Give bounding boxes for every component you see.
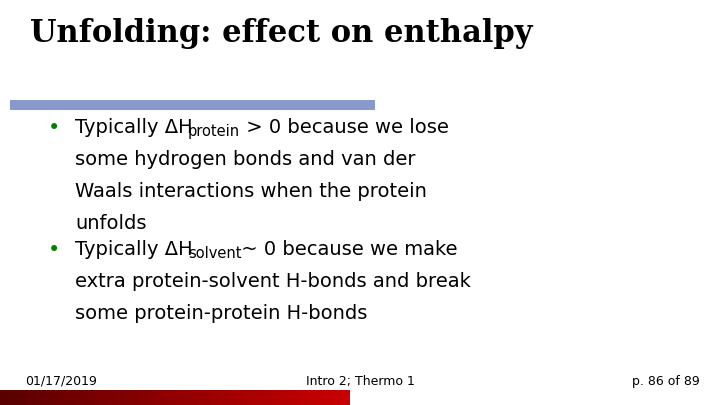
Bar [96,390,105,405]
Bar [280,390,289,405]
Bar [333,390,341,405]
Bar [245,390,253,405]
Bar [149,390,158,405]
Bar [17,390,26,405]
Bar [114,390,122,405]
Bar [289,390,297,405]
Bar [70,390,78,405]
Bar [324,390,333,405]
Bar [175,390,184,405]
Bar [53,390,61,405]
Bar [88,390,96,405]
Bar [306,390,315,405]
Bar [158,390,166,405]
Bar [44,390,53,405]
Bar [9,390,17,405]
Bar [341,390,350,405]
Text: > 0 because we lose: > 0 because we lose [240,118,449,137]
Bar [122,390,131,405]
Text: ~ 0 because we make: ~ 0 because we make [235,240,457,259]
Text: Waals interactions when the protein: Waals interactions when the protein [75,182,427,201]
Text: some hydrogen bonds and van der: some hydrogen bonds and van der [75,150,415,169]
Bar [0,390,9,405]
Bar [184,390,192,405]
Bar [78,390,88,405]
Text: extra protein-solvent H-bonds and break: extra protein-solvent H-bonds and break [75,272,471,291]
Bar [140,390,149,405]
Text: Unfolding: effect on enthalpy: Unfolding: effect on enthalpy [30,18,533,49]
Bar [315,390,324,405]
Bar [10,100,375,110]
Bar [61,390,70,405]
Bar [210,390,219,405]
Bar [271,390,280,405]
Bar [297,390,306,405]
Text: p. 86 of 89: p. 86 of 89 [632,375,700,388]
Text: •: • [48,118,60,138]
Bar [105,390,114,405]
Text: Intro 2; Thermo 1: Intro 2; Thermo 1 [305,375,415,388]
Bar [228,390,236,405]
Text: solvent: solvent [188,246,241,261]
Bar [166,390,175,405]
Text: Typically ΔH: Typically ΔH [75,118,193,137]
Text: •: • [48,240,60,260]
Bar [35,390,44,405]
Bar [263,390,271,405]
Text: unfolds: unfolds [75,214,146,233]
Text: some protein-protein H-bonds: some protein-protein H-bonds [75,304,367,323]
Bar [192,390,202,405]
Bar [202,390,210,405]
Bar [131,390,140,405]
Text: protein: protein [188,124,240,139]
Text: 01/17/2019: 01/17/2019 [25,375,97,388]
Text: Typically ΔH: Typically ΔH [75,240,193,259]
Bar [219,390,228,405]
Bar [253,390,263,405]
Bar [236,390,245,405]
Bar [26,390,35,405]
